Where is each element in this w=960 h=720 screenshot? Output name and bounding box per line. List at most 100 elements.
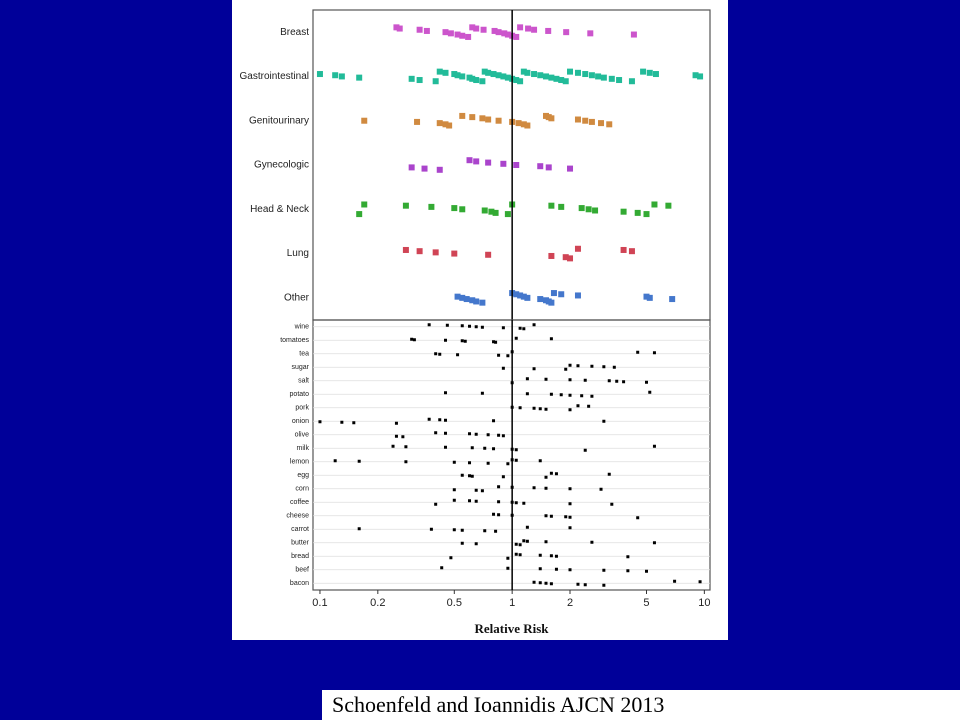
point [574, 116, 581, 123]
point [574, 245, 581, 252]
point [606, 121, 613, 128]
point [652, 444, 656, 448]
point [497, 513, 501, 517]
point [646, 69, 653, 76]
point [518, 553, 522, 557]
point [447, 30, 454, 37]
point [442, 29, 449, 36]
point [549, 514, 553, 518]
point [492, 340, 496, 344]
point [568, 408, 572, 412]
point [643, 293, 650, 300]
point [520, 68, 527, 75]
point [468, 474, 472, 478]
point [520, 121, 527, 128]
point [612, 365, 616, 369]
point [474, 542, 478, 546]
point [640, 68, 647, 75]
point [532, 486, 536, 490]
point [452, 460, 456, 464]
point [504, 211, 511, 218]
point [568, 526, 572, 530]
point [513, 33, 520, 40]
point [340, 420, 344, 424]
point [357, 459, 361, 463]
point [480, 489, 484, 493]
point [544, 475, 548, 479]
point [545, 164, 552, 171]
point [582, 71, 589, 78]
point [486, 461, 490, 465]
point [479, 299, 486, 306]
point [585, 206, 592, 213]
point [333, 459, 337, 463]
point [583, 583, 587, 587]
point [568, 363, 572, 367]
point [697, 73, 704, 80]
point [479, 78, 486, 85]
point [590, 394, 594, 398]
point [514, 336, 518, 340]
point [473, 25, 480, 32]
point [454, 293, 461, 300]
category-label: wine [294, 324, 310, 331]
point [531, 71, 538, 78]
point [558, 291, 565, 298]
point [608, 75, 615, 82]
point [500, 160, 507, 167]
point [558, 203, 565, 210]
point [488, 208, 495, 215]
category-label: potato [290, 391, 310, 398]
point [559, 393, 563, 397]
point [544, 486, 548, 490]
point [465, 33, 472, 40]
category-label: beef [295, 567, 309, 574]
point [636, 350, 640, 354]
point [497, 500, 501, 504]
point [544, 377, 548, 381]
x-tick-label: 10 [698, 597, 710, 609]
point [554, 472, 558, 476]
x-tick-label: 0.2 [370, 597, 385, 609]
point [501, 326, 505, 330]
category-label: tomatoes [280, 337, 309, 344]
point [610, 502, 614, 506]
point [562, 254, 569, 261]
point [548, 115, 555, 122]
point [643, 211, 650, 218]
category-label: bacon [290, 580, 309, 587]
point [485, 159, 492, 166]
point [538, 567, 542, 571]
category-label: cheese [286, 513, 309, 520]
point [544, 540, 548, 544]
point [525, 25, 532, 32]
point [582, 117, 589, 124]
point [352, 421, 356, 425]
point [485, 251, 492, 258]
point [440, 566, 444, 570]
category-label: onion [292, 418, 309, 425]
point [554, 554, 558, 558]
point [538, 407, 542, 411]
point [576, 364, 580, 368]
point [469, 297, 476, 304]
point [460, 339, 464, 343]
point [459, 206, 466, 213]
point [524, 294, 531, 301]
point [525, 392, 529, 396]
point [665, 202, 672, 209]
point [429, 527, 433, 531]
point [600, 74, 607, 81]
point [628, 248, 635, 255]
point [393, 24, 400, 31]
point [444, 418, 448, 422]
point [318, 420, 322, 424]
point [549, 554, 553, 558]
point [602, 568, 606, 572]
category-label: sugar [291, 364, 309, 371]
point [459, 32, 466, 39]
x-tick-label: 0.1 [312, 597, 327, 609]
point [452, 528, 456, 532]
point [538, 553, 542, 557]
point [567, 255, 574, 262]
